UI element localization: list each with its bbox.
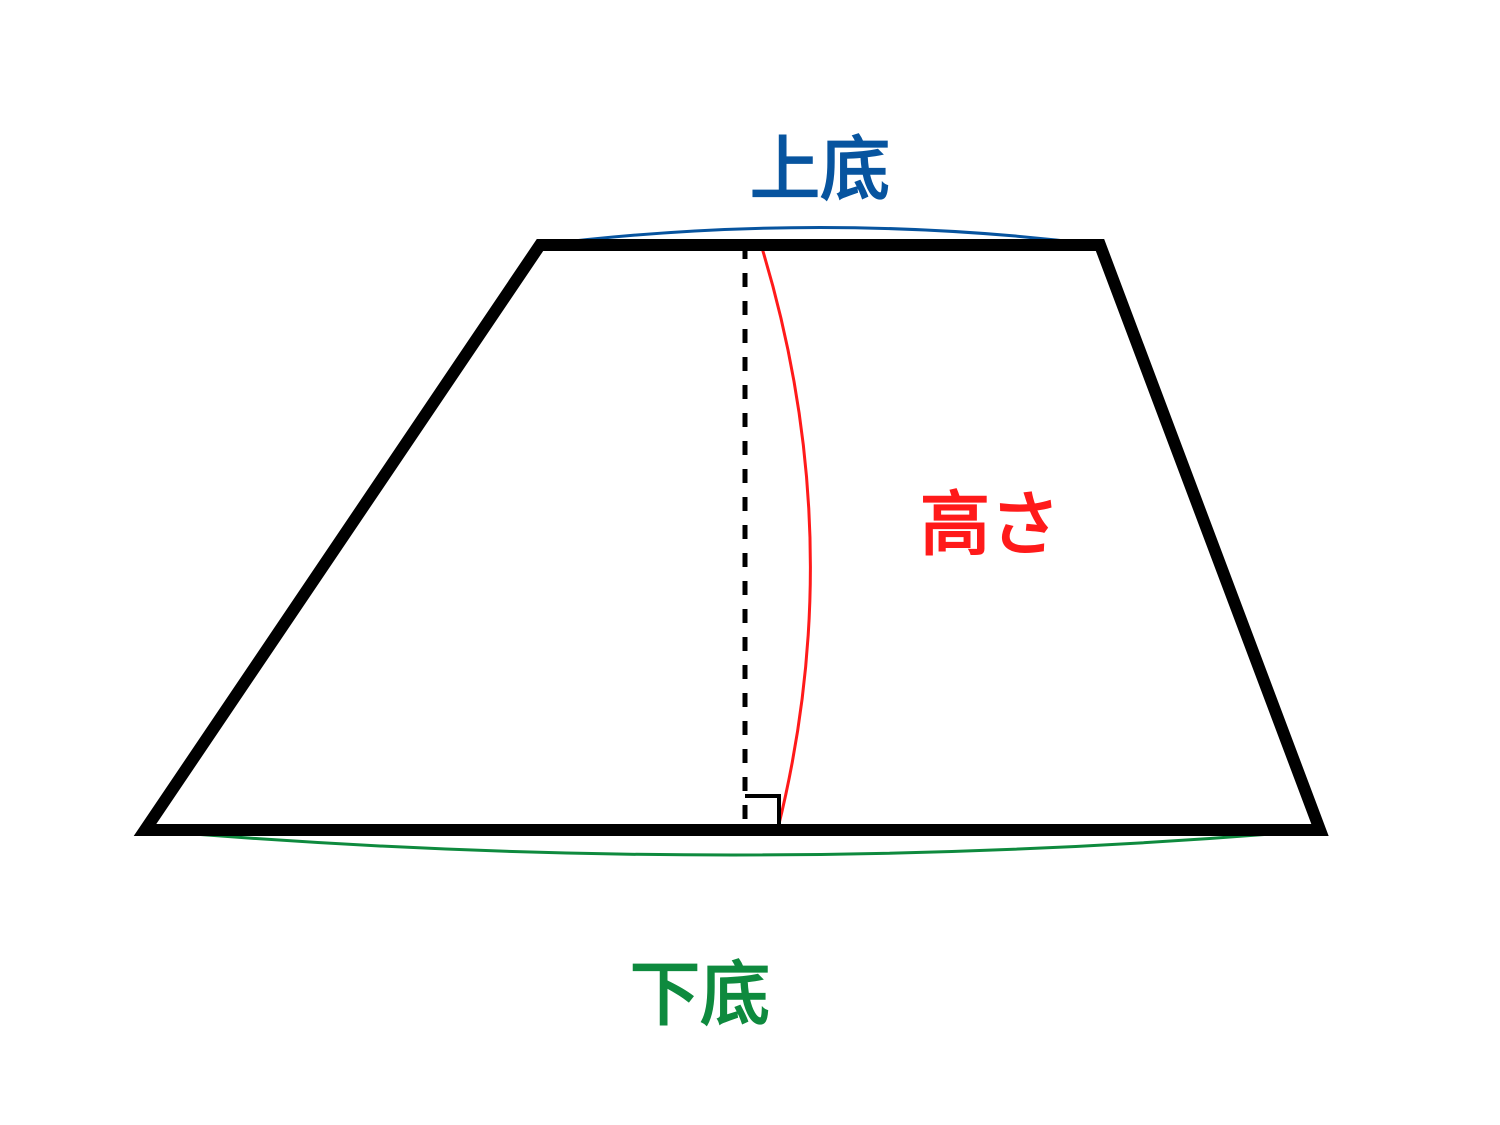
height-label: 高さ — [920, 485, 1060, 563]
height-arc — [762, 248, 810, 828]
trapezoid-diagram: 上底 下底 高さ — [0, 0, 1500, 1125]
top-base-label: 上底 — [750, 130, 890, 208]
bottom-base-label: 下底 — [630, 955, 770, 1033]
trapezoid-shape — [145, 245, 1320, 830]
